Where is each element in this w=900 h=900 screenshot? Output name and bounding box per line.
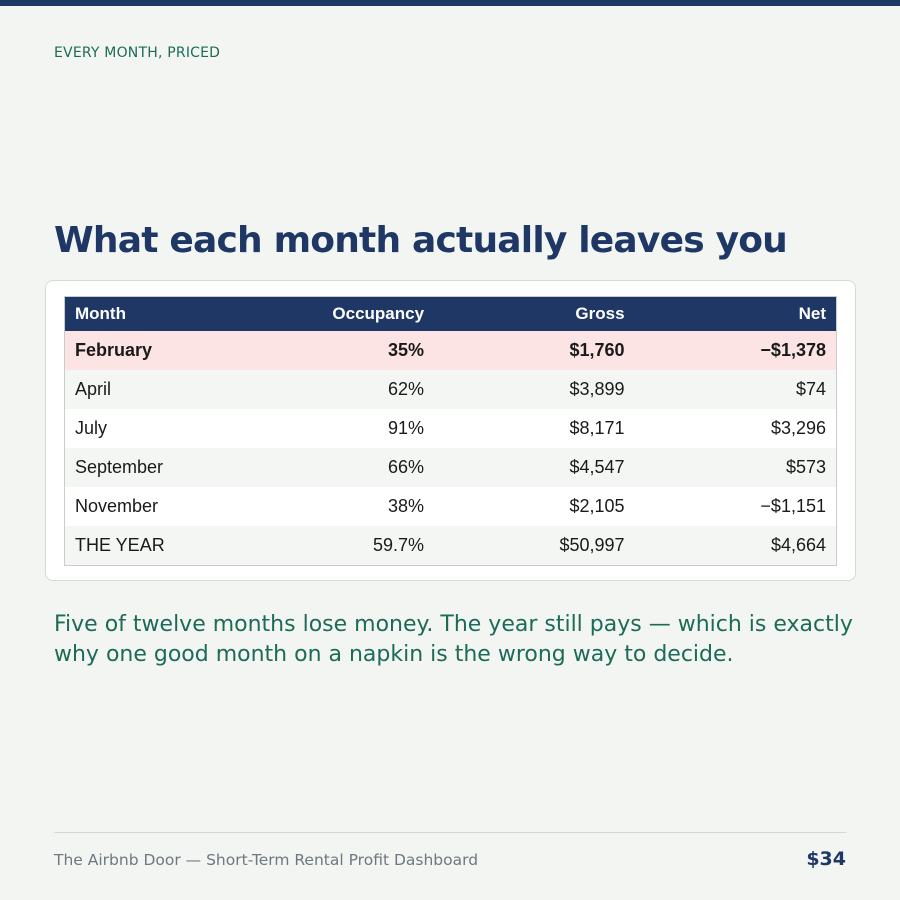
page-title: What each month actually leaves you (54, 220, 788, 261)
header-net: Net (798, 304, 826, 323)
footer-divider (54, 832, 846, 833)
cell-gross: $3,899 (569, 379, 625, 399)
cell-occupancy: 91% (388, 418, 425, 438)
header-month: Month (75, 304, 126, 323)
monthly-table: Month Occupancy Gross Net February 35% $… (64, 296, 837, 566)
table-card: Month Occupancy Gross Net February 35% $… (45, 280, 856, 581)
table-row: April 62% $3,899 $74 (65, 370, 836, 409)
cell-net: $3,296 (770, 418, 826, 438)
takeaway-text: Five of twelve months lose money. The ye… (54, 612, 853, 667)
header-occupancy: Occupancy (332, 304, 425, 323)
cell-occupancy: 59.7% (373, 535, 425, 555)
cell-occupancy: 35% (388, 340, 425, 360)
eyebrow-label: EVERY MONTH, PRICED (54, 45, 221, 61)
cell-gross: $8,171 (569, 418, 625, 438)
table-row: September 66% $4,547 $573 (65, 448, 836, 487)
cell-month: September (75, 457, 164, 477)
header-gross: Gross (575, 304, 625, 323)
table-row: November 38% $2,105 −$1,151 (65, 487, 836, 526)
cell-net: $4,664 (770, 535, 826, 555)
table-row: July 91% $8,171 $3,296 (65, 409, 836, 448)
cell-occupancy: 38% (388, 496, 425, 516)
cell-net: −$1,151 (760, 496, 826, 516)
cell-net: $74 (795, 379, 826, 399)
top-accent-bar (0, 0, 900, 6)
cell-net: $573 (785, 457, 826, 477)
cell-month: February (75, 340, 153, 360)
footer-source: The Airbnb Door — Short-Term Rental Prof… (54, 851, 479, 869)
cell-month: November (75, 496, 159, 516)
cell-occupancy: 62% (388, 379, 425, 399)
cell-month: July (75, 418, 108, 438)
footer-price: $34 (806, 848, 846, 870)
cell-month: THE YEAR (75, 535, 165, 555)
cell-gross: $1,760 (569, 340, 625, 360)
table-header-row: Month Occupancy Gross Net (65, 297, 836, 331)
cell-net: −$1,378 (760, 340, 826, 360)
cell-gross: $50,997 (559, 535, 625, 555)
cell-gross: $2,105 (569, 496, 625, 516)
cell-gross: $4,547 (569, 457, 625, 477)
cell-month: April (75, 379, 112, 399)
cell-occupancy: 66% (388, 457, 425, 477)
table-row: February 35% $1,760 −$1,378 (65, 331, 836, 370)
table-total-row: THE YEAR 59.7% $50,997 $4,664 (65, 526, 836, 565)
